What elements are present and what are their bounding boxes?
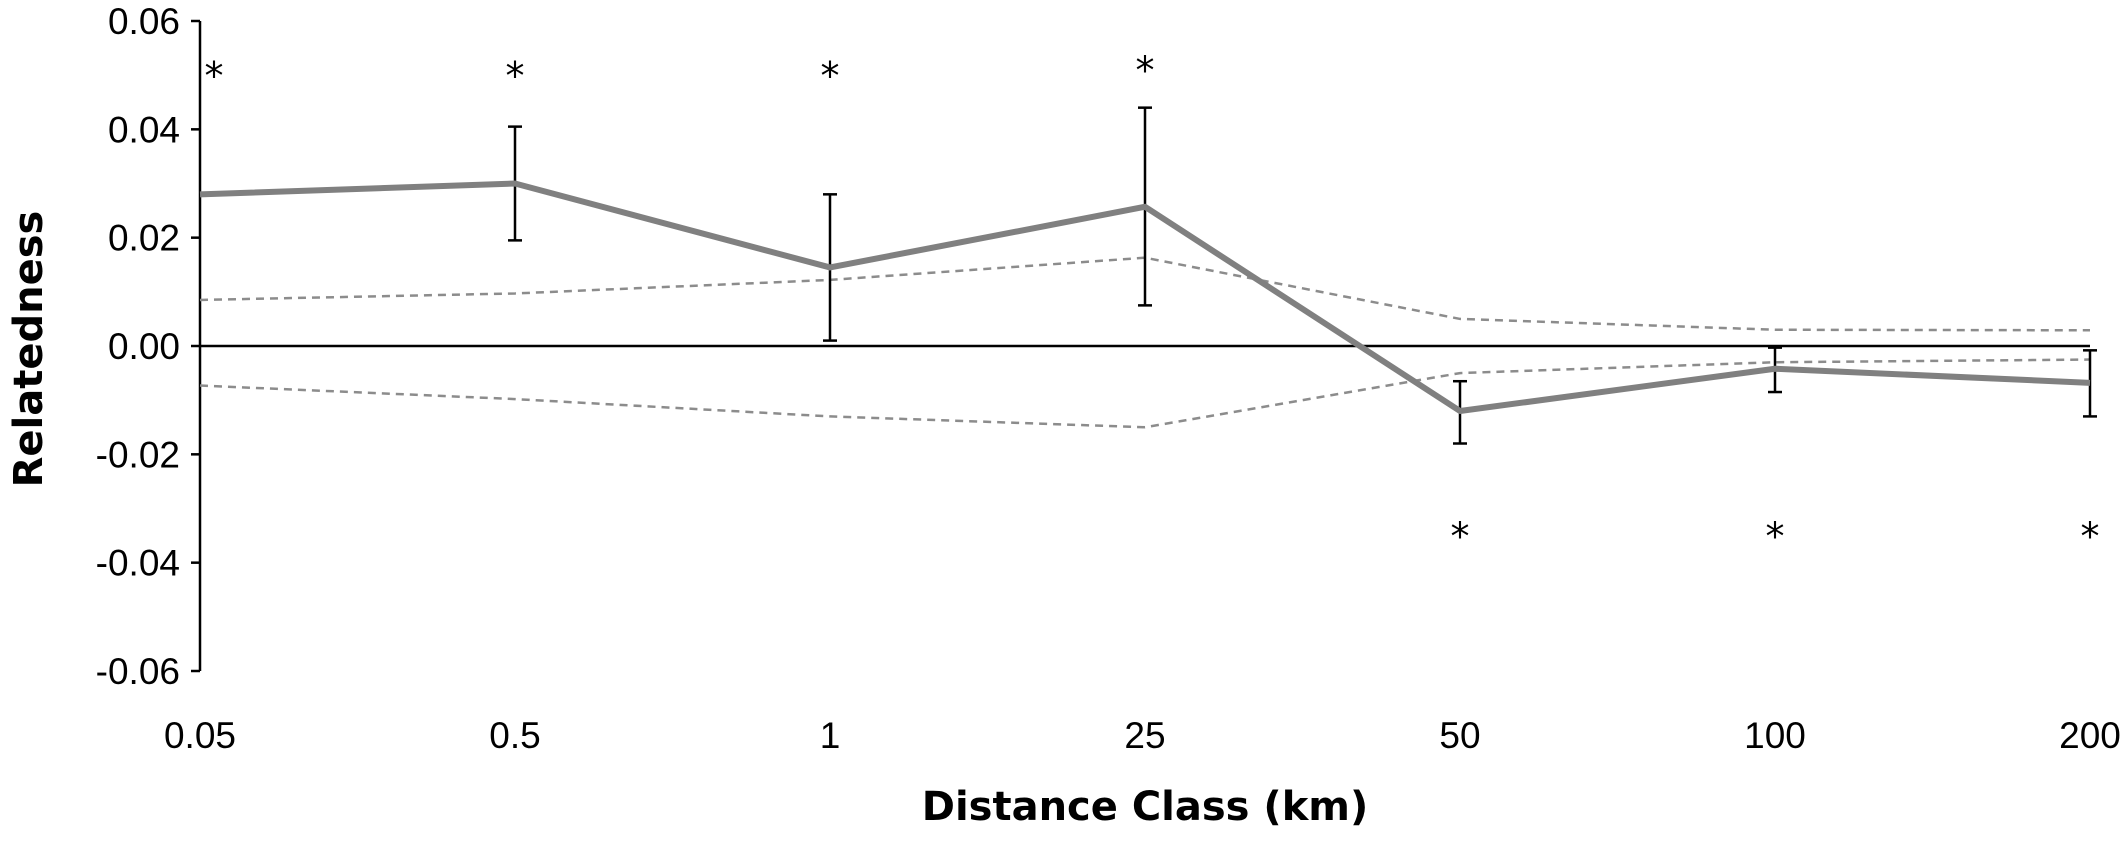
y-axis-title: Relatedness [6, 211, 52, 488]
significance-star: * [506, 54, 525, 98]
x-axis-title: Distance Class (km) [922, 784, 1369, 830]
y-tick-label: -0.04 [96, 543, 180, 584]
x-tick-label: 200 [2059, 715, 2121, 756]
confidence-line-upper-confidence [199, 256, 2091, 332]
y-tick-label: -0.06 [96, 651, 180, 692]
significance-star: * [1766, 514, 1785, 558]
x-tick-label: 50 [1439, 715, 1480, 756]
plot-area: 0.06 0.04 0.02 0.00 -0.02 -0.04 -0.06 0.05 0.5 1 2… [96, 1, 2121, 756]
significance-star: * [821, 54, 840, 98]
significance-star: * [1136, 49, 1155, 93]
confidence-line-lower-confidence [199, 358, 2091, 429]
x-tick-label: 0.05 [164, 715, 236, 756]
y-tick-label: 0.04 [108, 109, 180, 150]
significance-star: * [2081, 514, 2100, 558]
y-tick-label: -0.02 [96, 434, 180, 475]
x-tick-label: 1 [820, 715, 841, 756]
observed-relatedness-line [199, 180, 2091, 414]
significance-star: * [205, 54, 224, 98]
y-tick-label: 0.02 [108, 218, 180, 259]
x-tick-label: 100 [1744, 715, 1806, 756]
y-tick-label: 0.00 [108, 326, 180, 367]
x-tick-label: 25 [1124, 715, 1165, 756]
y-tick-label: 0.06 [108, 1, 180, 42]
x-tick-label: 0.5 [489, 715, 540, 756]
significance-star: * [1451, 514, 1470, 558]
